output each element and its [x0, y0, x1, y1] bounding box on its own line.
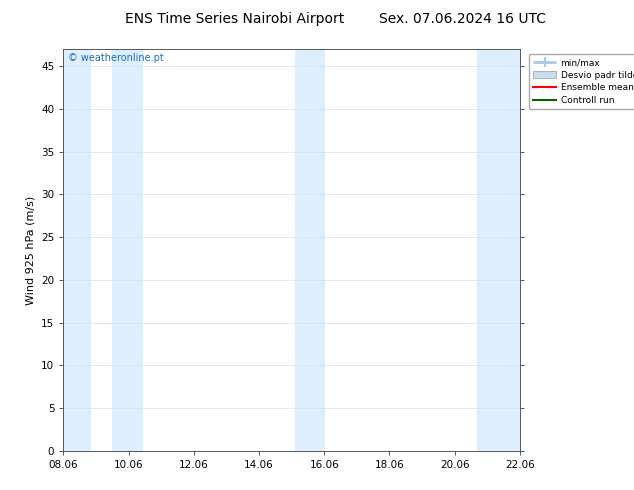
Bar — [295, 49, 325, 451]
Text: Sex. 07.06.2024 16 UTC: Sex. 07.06.2024 16 UTC — [379, 12, 547, 26]
Bar — [477, 49, 523, 451]
Text: © weatheronline.pt: © weatheronline.pt — [68, 53, 164, 63]
Text: ENS Time Series Nairobi Airport: ENS Time Series Nairobi Airport — [125, 12, 344, 26]
Y-axis label: Wind 925 hPa (m/s): Wind 925 hPa (m/s) — [25, 196, 36, 304]
Bar — [112, 49, 143, 451]
Bar — [60, 49, 91, 451]
Legend: min/max, Desvio padr tilde;o, Ensemble mean run, Controll run: min/max, Desvio padr tilde;o, Ensemble m… — [529, 53, 634, 109]
